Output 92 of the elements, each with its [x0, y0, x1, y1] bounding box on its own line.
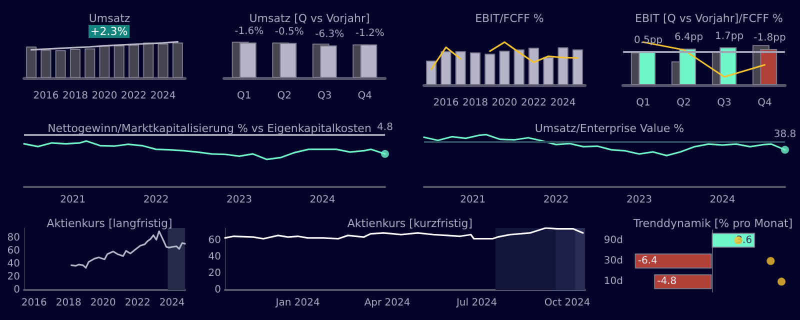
annotation: -6.3% — [315, 28, 344, 40]
x-tick-label: 2018 — [462, 98, 488, 108]
bar — [558, 47, 568, 85]
x-tick-label: Q1 — [636, 98, 650, 108]
y-tick-label: 60 — [7, 245, 20, 256]
bar — [172, 42, 183, 78]
chart-title: Umsatz — [88, 12, 130, 25]
x-tick-label: Q2 — [277, 90, 292, 102]
chart-title: EBIT/FCFF % — [475, 12, 544, 25]
bar — [26, 46, 37, 78]
y-tick-label: 40 — [7, 258, 20, 270]
text: +2.3% — [90, 25, 128, 38]
data-label: -4.8 — [657, 276, 677, 288]
bar — [143, 42, 154, 78]
x-tick-label: 2022 — [521, 98, 546, 108]
y-tick-label: 20 — [208, 268, 221, 279]
bar — [484, 54, 496, 85]
chart-title: Aktienkurs [kurzfristig] — [347, 217, 473, 230]
x-tick-label: 2018 — [62, 90, 88, 102]
annotation: 0.5pp — [634, 35, 663, 46]
annotation: 6.4pp — [674, 32, 704, 44]
x-tick-label: 2022 — [143, 194, 169, 206]
bar — [114, 45, 124, 78]
bar — [528, 48, 540, 85]
chart-title: Nettogewinn/Marktkapitalisierung % vs Eigenkapitalkosten — [48, 122, 372, 135]
x-tick-label: 2020 — [90, 298, 116, 308]
bar — [455, 51, 466, 85]
bar — [440, 51, 452, 85]
chart-title: Umsatz [Q vs Vorjahr] — [249, 12, 370, 25]
chart-title: Trenddynamik [% pro Monat] — [632, 217, 793, 230]
y-tick-label: 20 — [7, 271, 20, 282]
bar — [470, 52, 480, 85]
bar — [99, 45, 110, 78]
x-tick-label: Jul 2024 — [455, 298, 498, 308]
bar — [40, 50, 52, 78]
x-tick-label: Q4 — [358, 90, 372, 102]
annotation: -1.2% — [355, 28, 384, 39]
x-tick-label: 2020 — [492, 98, 518, 108]
x-tick-label: 2018 — [56, 298, 82, 308]
x-tick-label: 2020 — [92, 90, 118, 102]
x-tick-label: 2016 — [33, 90, 59, 102]
annotation: 4.8 — [377, 122, 393, 134]
x-tick-label: 2024 — [710, 194, 736, 206]
bar — [426, 60, 437, 85]
y-tick-label: 90d — [604, 234, 623, 246]
annotation: 1.7pp — [714, 30, 744, 42]
bar — [128, 44, 140, 78]
chart-title: Aktienkurs [langfristig] — [46, 217, 172, 230]
x-tick-label: Apr 2024 — [364, 298, 410, 308]
x-tick-label: Jan 2024 — [274, 298, 320, 308]
y-tick-label: 40 — [208, 251, 221, 262]
x-tick-label: 2024 — [150, 90, 176, 102]
y-tick-label: 0 — [214, 284, 221, 296]
chart-title: Umsatz/Enterprise Value % — [534, 122, 684, 135]
x-tick-label: 2021 — [60, 194, 86, 206]
x-tick-label: 2022 — [124, 298, 150, 308]
bar — [514, 49, 524, 85]
x-tick-label: 2024 — [159, 298, 185, 308]
bar — [572, 49, 583, 85]
y-tick-label: 30d — [604, 256, 623, 266]
x-tick-label: 2022 — [121, 90, 146, 102]
y-tick-label: 80 — [7, 232, 20, 244]
x-tick-label: 2024 — [310, 194, 336, 206]
x-tick-label: 2016 — [433, 98, 459, 108]
y-tick-label: 0 — [14, 284, 20, 296]
bar — [158, 44, 168, 78]
x-tick-label: Q3 — [318, 90, 332, 102]
bar — [499, 50, 510, 85]
line-series — [70, 230, 186, 269]
x-tick-label: Q2 — [676, 98, 691, 108]
chart-title: EBIT [Q vs Vorjahr]/FCFF % — [635, 12, 783, 25]
x-tick-label: 2021 — [460, 194, 486, 206]
x-tick-label: 2016 — [21, 298, 47, 308]
x-tick-label: 2022 — [543, 194, 569, 206]
y-tick-label: 60 — [208, 234, 221, 246]
y-tick-label: 10d — [604, 276, 623, 288]
bar — [543, 57, 554, 85]
annotation: -1.6% — [234, 26, 264, 38]
x-tick-label: Q1 — [237, 90, 252, 102]
annotation: -0.5% — [274, 26, 304, 38]
x-tick-label: Oct 2024 — [544, 298, 590, 308]
x-tick-label: 2024 — [550, 98, 576, 108]
data-label: -6.4 — [638, 256, 658, 266]
annotation: -1.8pp — [754, 32, 786, 44]
bar — [55, 50, 66, 78]
x-tick-label: Q4 — [758, 98, 772, 108]
bar — [84, 48, 96, 78]
x-tick-label: 2023 — [626, 194, 652, 206]
bar — [70, 49, 80, 78]
x-tick-label: Q3 — [717, 98, 732, 108]
annotation: 38.8 — [774, 128, 796, 140]
x-tick-label: 2023 — [226, 194, 252, 206]
